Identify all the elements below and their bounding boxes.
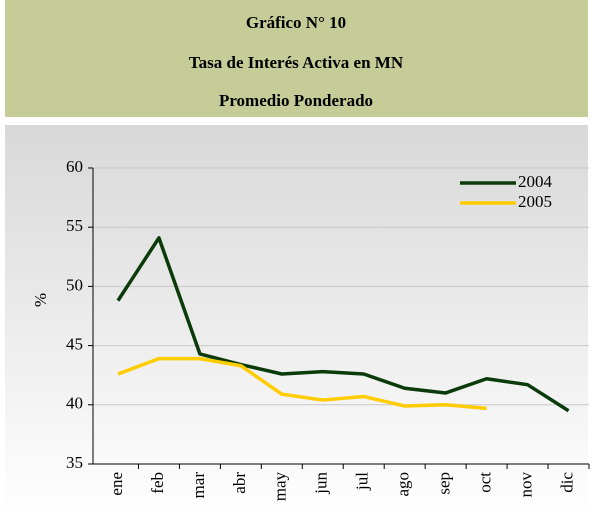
y-tick-label: 50 [66,275,83,294]
y-tick-label: 55 [66,216,83,235]
x-tick-label: sep [435,472,454,495]
x-tick-label: nov [516,472,535,498]
legend-label: 2004 [518,172,553,191]
y-tick-label: 45 [66,335,83,354]
y-tick-label: 35 [66,453,83,472]
y-axis-label: % [31,293,50,307]
chart-subtitle: Tasa de Interés Activa en MN [189,53,404,72]
x-tick-label: feb [148,472,167,494]
x-tick-label: jun [312,472,331,495]
line-series [116,236,570,413]
x-tick-label: may [271,472,290,502]
x-tick-label: ene [107,472,126,496]
legend-label: 2005 [518,192,552,211]
x-tick-label: ago [394,472,413,497]
line-series [117,356,487,411]
chart-title: Gráfico N° 10 [246,13,346,32]
title-box [5,0,588,117]
x-tick-label: mar [189,472,208,499]
plot-background [5,125,588,516]
y-tick-label: 60 [66,157,83,176]
y-tick-label: 40 [66,394,83,413]
x-tick-label: abr [230,472,249,494]
x-tick-label: dic [557,472,576,493]
x-tick-label: jul [353,472,372,491]
chart-subtitle: Promedio Ponderado [219,91,373,110]
x-tick-label: oct [476,472,495,493]
